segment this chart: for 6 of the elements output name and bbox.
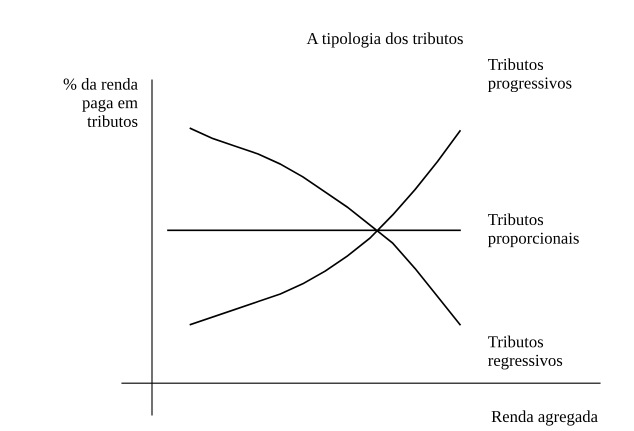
chart-title: A tipologia dos tributos [306, 32, 463, 48]
series-label: Tributos proporcionais [488, 213, 579, 248]
text: Tributos progressivos [488, 58, 572, 92]
y-axis-title: % da renda paga em tributos [64, 78, 138, 127]
x-axis-title: Renda agregada [492, 410, 598, 426]
series-label: Tributos regressivos [488, 336, 562, 370]
